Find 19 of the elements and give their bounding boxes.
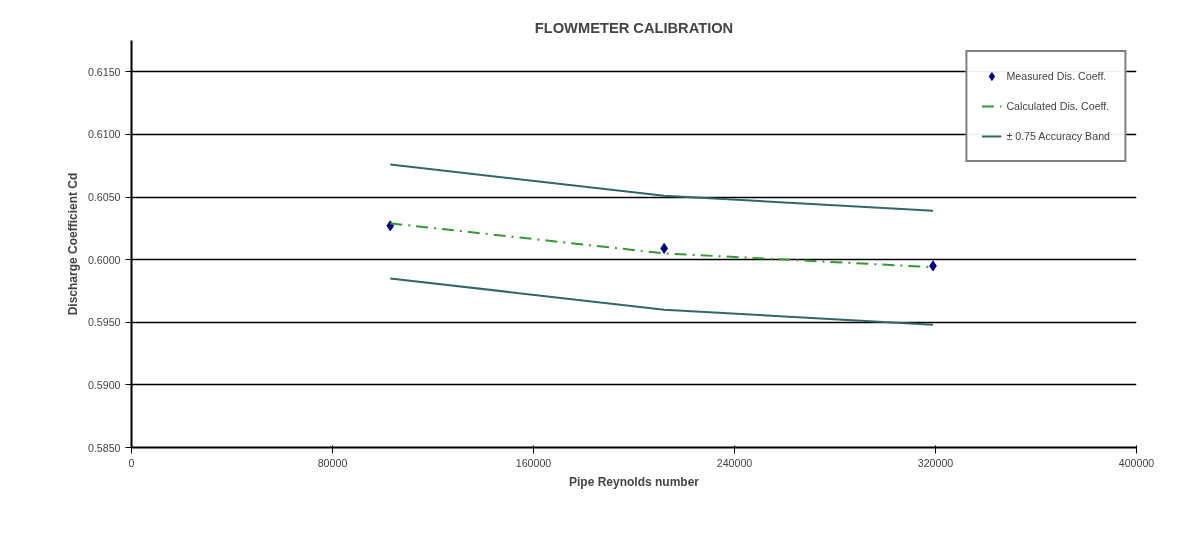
x-tick-label: 0: [128, 456, 135, 469]
x-axis-title: Pipe Reynolds number: [568, 474, 700, 489]
x-tick-label: 240000: [716, 456, 753, 469]
y-axis-title: Discharge Coefficient Cd: [65, 172, 80, 316]
y-tick-label: 0.6100: [87, 128, 121, 141]
y-tick-label: 0.6150: [87, 65, 121, 78]
legend-label: Measured Dis. Coeff.: [1006, 70, 1107, 82]
y-tick-label: 0.6050: [87, 191, 121, 204]
x-tick-label: 160000: [515, 456, 552, 469]
y-tick-label: 0.6000: [87, 253, 121, 266]
y-tick-label: 0.5900: [87, 378, 121, 391]
x-tick-label: 320000: [917, 456, 954, 469]
x-tick-label: 400000: [1118, 456, 1155, 469]
x-tick-label: 80000: [317, 456, 348, 469]
y-tick-label: 0.5950: [87, 316, 121, 329]
legend-label: ± 0.75 Accuracy Band: [1006, 130, 1110, 142]
chart-title: FLOWMETER CALIBRATION: [534, 19, 734, 36]
y-tick-label: 0.5850: [87, 441, 121, 454]
legend-label: Calculated Dis. Coeff.: [1006, 100, 1110, 112]
